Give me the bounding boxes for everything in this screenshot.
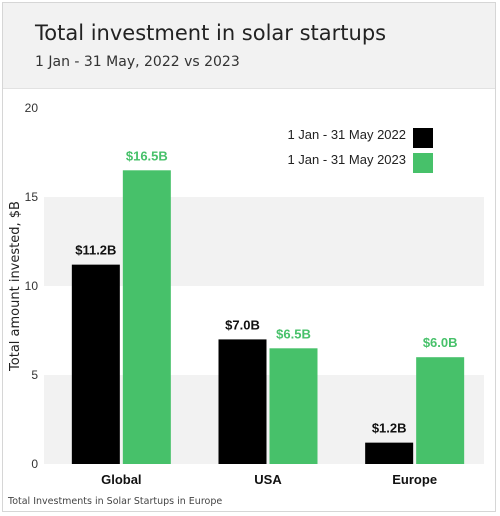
bar [122,170,171,465]
chart-title: Total investment in solar startups [35,21,387,45]
data-label: $11.2B [75,243,116,258]
plot-band [44,108,484,197]
chart-caption: Total Investments in Solar Startups in E… [8,496,223,507]
bar [269,348,318,464]
x-tick-label: Global [101,472,141,487]
y-tick-label: 10 [25,279,39,293]
data-label: $6.0B [423,335,458,350]
bar [365,442,414,464]
x-tick-label: USA [254,472,282,487]
legend-swatch [413,128,433,148]
y-tick-label: 0 [31,457,38,471]
data-label: $16.5B [126,148,168,163]
x-tick-label: Europe [392,472,437,487]
chart-subtitle: 1 Jan - 31 May, 2022 vs 2023 [35,54,240,70]
bar [416,357,465,464]
data-label: $1.2B [372,421,407,436]
legend-label: 1 Jan - 31 May 2023 [287,152,406,167]
legend-swatch [413,153,433,173]
y-tick-label: 15 [25,190,39,204]
bar [218,339,267,464]
chart-header: Total investment in solar startups 1 Jan… [3,3,495,89]
data-label: $7.0B [225,317,260,332]
data-label: $6.5B [276,326,311,341]
bar [71,264,120,464]
y-tick-label: 5 [31,368,38,382]
legend-label: 1 Jan - 31 May 2022 [287,127,406,142]
y-tick-label: 20 [25,101,39,115]
y-axis-label: Total amount invested, $B [8,201,23,372]
